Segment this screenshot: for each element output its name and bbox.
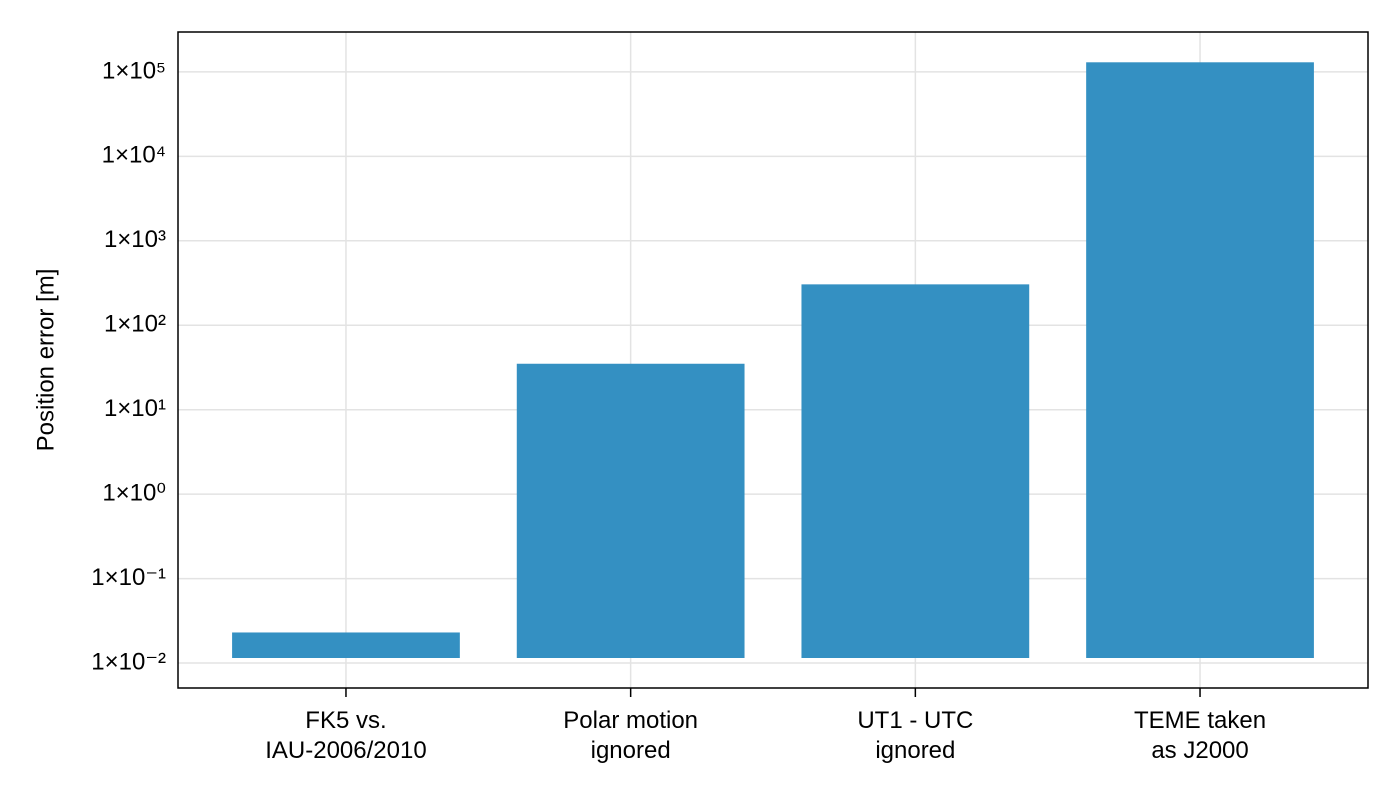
y-tick-label: 1×10⁴	[102, 142, 166, 169]
y-tick-label: 1×10²	[104, 311, 166, 338]
y-tick-label: 1×10⁵	[102, 57, 166, 84]
bar	[1086, 62, 1314, 658]
x-tick-label: TEME taken as J2000	[1134, 707, 1266, 764]
x-tick-label: UT1 - UTC ignored	[857, 707, 973, 764]
bar	[516, 363, 745, 658]
bar	[232, 632, 460, 658]
y-tick-label: 1×10³	[104, 226, 166, 253]
plot-frame	[177, 31, 1369, 689]
y-axis-label: Position error [m]	[32, 269, 59, 452]
y-tick-label: 1×10⁰	[102, 479, 166, 506]
y-tick-label: 1×10⁻¹	[91, 564, 166, 591]
bar	[801, 284, 1030, 658]
y-tick-label: 1×10⁻²	[91, 648, 166, 675]
x-tick-label: Polar motion ignored	[563, 707, 698, 764]
x-tick-label: FK5 vs. IAU-2006/2010	[265, 707, 426, 764]
y-tick-label: 1×10¹	[104, 395, 166, 422]
